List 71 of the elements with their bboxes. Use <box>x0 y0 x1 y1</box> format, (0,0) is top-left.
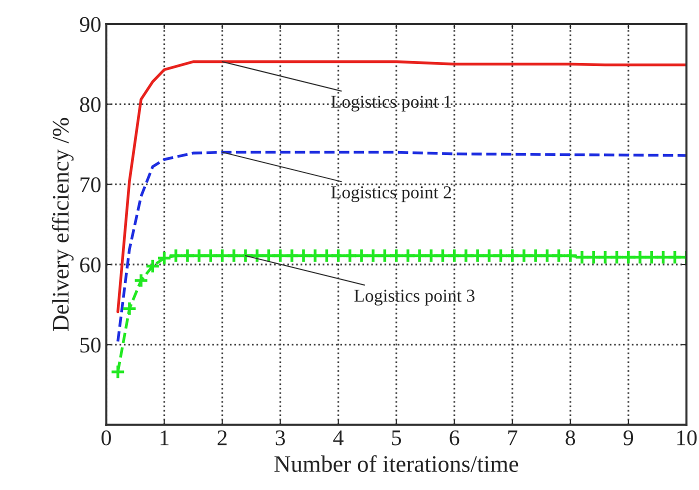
point <box>504 248 520 264</box>
y-axis-title: Delivery efficiency /% <box>52 118 74 332</box>
point <box>388 248 404 264</box>
x-tick-label: 5 <box>392 430 402 446</box>
series-label: Logistics point 1 <box>331 96 451 112</box>
x-tick-label: 9 <box>624 430 634 446</box>
point <box>365 248 381 264</box>
line-series <box>116 150 686 343</box>
point <box>540 248 555 264</box>
series-label: Logistics point 2 <box>331 186 451 202</box>
point <box>516 248 532 264</box>
point <box>412 248 428 264</box>
point <box>226 248 242 264</box>
point <box>272 248 288 264</box>
point <box>180 248 196 264</box>
point <box>330 248 346 264</box>
point <box>644 250 660 265</box>
point <box>493 248 508 264</box>
point <box>377 248 392 264</box>
y-tick-label: 80 <box>80 97 101 112</box>
point <box>446 248 462 264</box>
point <box>424 248 439 264</box>
point <box>261 248 276 264</box>
point <box>203 248 218 264</box>
point <box>122 300 138 316</box>
line-series <box>116 60 686 314</box>
x-tick-label: 10 <box>677 430 697 446</box>
point <box>249 248 265 264</box>
point <box>482 248 497 264</box>
x-tick-label: 7 <box>508 430 518 446</box>
point <box>667 250 682 265</box>
point <box>145 258 160 274</box>
point <box>214 248 230 264</box>
point <box>551 248 566 264</box>
point <box>632 250 648 265</box>
x-tick-label: 8 <box>566 430 576 446</box>
point <box>319 248 334 264</box>
point <box>156 250 172 266</box>
point <box>133 272 149 288</box>
x-tick-label: 1 <box>160 430 168 446</box>
y-tick-label: 70 <box>80 177 101 192</box>
point <box>609 250 624 265</box>
point <box>342 248 358 264</box>
point <box>296 248 312 264</box>
point <box>562 248 578 264</box>
point <box>168 248 184 264</box>
point <box>528 248 544 264</box>
x-tick-label: 6 <box>450 430 460 446</box>
point <box>574 250 590 265</box>
y-tick-label: 90 <box>80 16 101 32</box>
point <box>307 248 323 264</box>
x-axis-title: Number of iterations/time <box>274 455 518 472</box>
point <box>110 364 126 380</box>
point <box>400 248 416 264</box>
point <box>354 248 370 264</box>
y-tick-label: 50 <box>80 338 101 353</box>
point <box>284 248 300 264</box>
point <box>620 250 636 265</box>
point <box>458 248 474 264</box>
point <box>470 248 486 264</box>
point <box>191 248 207 264</box>
x-tick-label: 2 <box>218 430 227 446</box>
x-tick-label: 0 <box>102 430 111 446</box>
x-tick-label: 4 <box>333 430 344 446</box>
point <box>656 250 671 265</box>
series-label: Logistics point 3 <box>354 290 474 306</box>
point <box>586 250 602 265</box>
y-tick-label: 60 <box>80 257 101 272</box>
x-tick-label: 3 <box>276 430 285 446</box>
point <box>435 248 450 264</box>
point <box>598 250 613 265</box>
